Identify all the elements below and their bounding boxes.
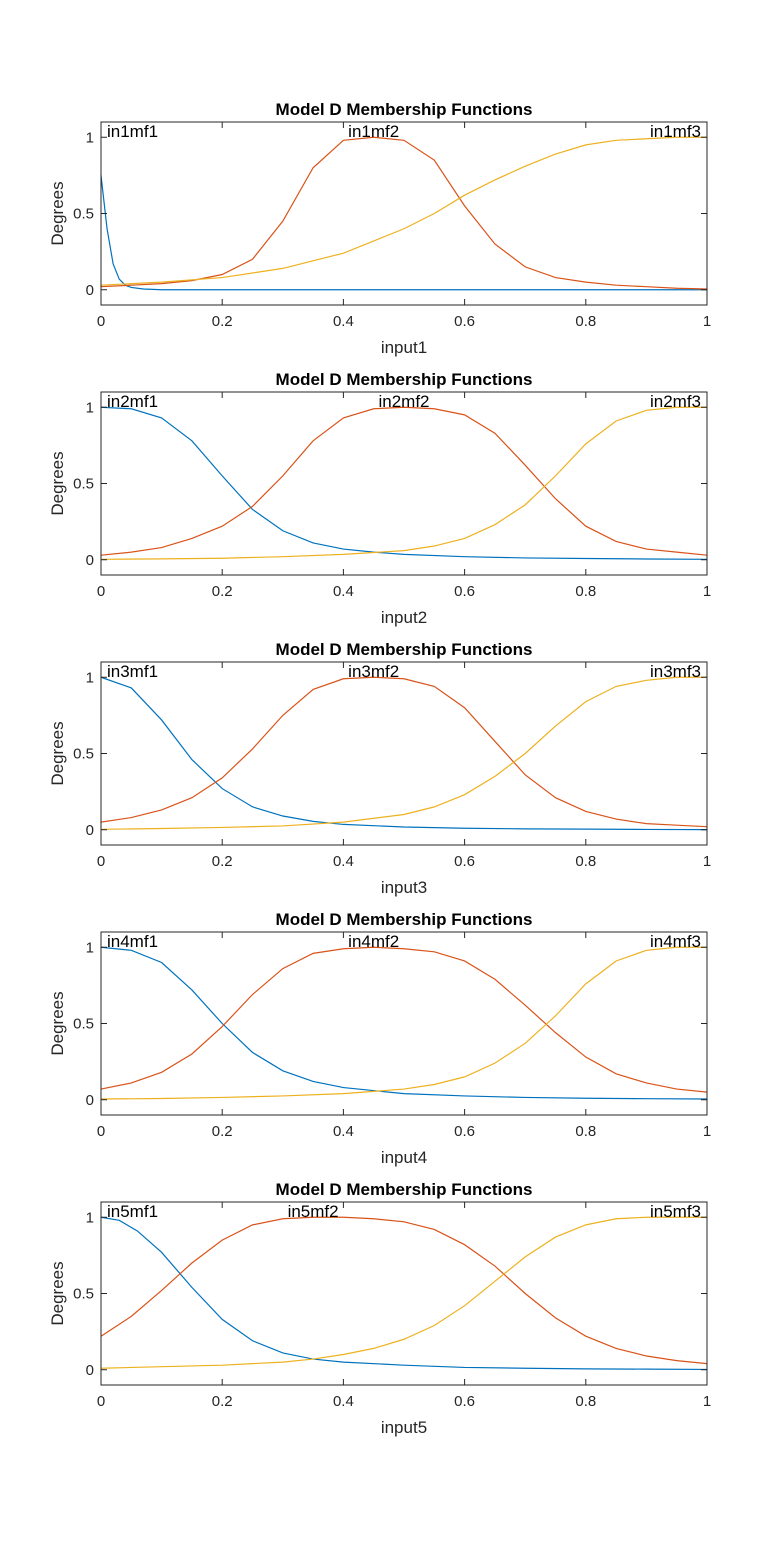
- x-tick-label: 0.6: [454, 1393, 475, 1410]
- y-axis-label: Degrees: [48, 451, 67, 515]
- x-tick-label: 0.8: [575, 1393, 596, 1410]
- mf-label-in4mf2: in4mf2: [348, 932, 399, 951]
- y-axis-label: Degrees: [48, 721, 67, 785]
- x-tick-label: 0: [97, 1123, 105, 1140]
- y-tick-label: 0.5: [73, 746, 94, 763]
- x-tick-label: 0.6: [454, 1123, 475, 1140]
- x-tick-label: 0: [97, 1393, 105, 1410]
- x-tick-label: 0.6: [454, 583, 475, 600]
- series-line-in2mf2: [100, 406, 708, 556]
- y-tick-label: 0: [86, 822, 94, 839]
- y-tick-label: 0: [86, 1362, 94, 1379]
- y-axis-label: Degrees: [48, 1261, 67, 1325]
- y-tick-label: 0: [86, 282, 94, 299]
- mf-label-in1mf2: in1mf2: [348, 122, 399, 141]
- x-tick-label: 0: [97, 583, 105, 600]
- mf-label-in3mf2: in3mf2: [348, 662, 399, 681]
- chart-title: Model D Membership Functions: [276, 640, 533, 659]
- y-tick-label: 0: [86, 552, 94, 569]
- x-tick-label: 0.2: [212, 1123, 233, 1140]
- mf-label-in3mf3: in3mf3: [650, 662, 701, 681]
- chart-title: Model D Membership Functions: [276, 1180, 533, 1199]
- series-line-in4mf2: [100, 946, 708, 1093]
- x-tick-label: 0: [97, 853, 105, 870]
- x-tick-label: 0.8: [575, 313, 596, 330]
- x-tick-label: 0.4: [333, 313, 354, 330]
- series-line-in4mf3: [100, 946, 707, 1100]
- x-tick-label: 0.4: [333, 1393, 354, 1410]
- x-tick-label: 1: [703, 1393, 711, 1410]
- mf-label-in4mf3: in4mf3: [650, 932, 701, 951]
- x-tick-label: 1: [703, 313, 711, 330]
- chart-title: Model D Membership Functions: [276, 910, 533, 929]
- mf-label-in1mf1: in1mf1: [107, 122, 158, 141]
- x-tick-label: 0.4: [333, 853, 354, 870]
- x-tick-label: 0.6: [454, 853, 475, 870]
- x-axis-label: input5: [381, 1418, 427, 1437]
- series-line-in5mf1: [100, 1216, 708, 1371]
- x-axis-label: input1: [381, 338, 427, 357]
- mf-label-in1mf3: in1mf3: [650, 122, 701, 141]
- x-tick-label: 0.4: [333, 1123, 354, 1140]
- series-line-in2mf1: [100, 406, 708, 560]
- x-tick-label: 0.6: [454, 313, 475, 330]
- series-line-in3mf2: [100, 676, 708, 828]
- x-axis-label: input2: [381, 608, 427, 627]
- series-line-in4mf1: [100, 946, 708, 1100]
- x-tick-label: 0.2: [212, 853, 233, 870]
- chart-panel-5: 0 0.2 0.4 0.6 0.8 1 0 0.5 1 Model D Membership Fu…: [48, 1180, 711, 1437]
- y-tick-label: 0.5: [73, 1016, 94, 1033]
- series-line-in3mf1: [100, 676, 708, 831]
- mf-label-in5mf1: in5mf1: [107, 1202, 158, 1221]
- x-tick-label: 0.8: [575, 1123, 596, 1140]
- y-tick-label: 0.5: [73, 1286, 94, 1303]
- chart-panel-4: 0 0.2 0.4 0.6 0.8 1 0 0.5 1 Model D Membership Fu…: [48, 910, 711, 1167]
- y-tick-label: 1: [86, 939, 94, 956]
- y-tick-label: 1: [86, 1209, 94, 1226]
- x-tick-label: 0.8: [575, 583, 596, 600]
- y-tick-label: 0.5: [73, 476, 94, 493]
- series-line-in2mf3: [100, 406, 707, 560]
- mf-label-in2mf2: in2mf2: [378, 392, 429, 411]
- y-tick-label: 1: [86, 129, 94, 146]
- x-axis-label: input3: [381, 878, 427, 897]
- x-tick-label: 0.8: [575, 853, 596, 870]
- chart-title: Model D Membership Functions: [276, 100, 533, 119]
- x-tick-label: 1: [703, 853, 711, 870]
- chart-panel-2: 0 0.2 0.4 0.6 0.8 1 0 0.5 1 Model D Membership Fu…: [48, 370, 711, 627]
- x-tick-label: 0.4: [333, 583, 354, 600]
- mf-label-in3mf1: in3mf1: [107, 662, 158, 681]
- x-tick-label: 0.2: [212, 583, 233, 600]
- x-tick-label: 0: [97, 313, 105, 330]
- series-line-in5mf2: [100, 1216, 708, 1365]
- y-tick-label: 0: [86, 1092, 94, 1109]
- y-tick-label: 1: [86, 669, 94, 686]
- mf-label-in5mf3: in5mf3: [650, 1202, 701, 1221]
- y-tick-label: 1: [86, 399, 94, 416]
- chart-panel-3: 0 0.2 0.4 0.6 0.8 1 0 0.5 1 Model D Membership Fu…: [48, 640, 711, 897]
- series-line-in1mf1: [100, 175, 707, 291]
- x-tick-label: 1: [703, 583, 711, 600]
- mf-label-in2mf1: in2mf1: [107, 392, 158, 411]
- mf-label-in5mf2: in5mf2: [288, 1202, 339, 1221]
- chart-title: Model D Membership Functions: [276, 370, 533, 389]
- x-tick-label: 0.2: [212, 1393, 233, 1410]
- mf-label-in4mf1: in4mf1: [107, 932, 158, 951]
- series-line-in5mf3: [100, 1216, 707, 1369]
- x-tick-label: 1: [703, 1123, 711, 1140]
- chart-panel-1: 0 0.2 0.4 0.6 0.8 1 0 0.5 1 Model D Membership Fu…: [48, 100, 711, 357]
- mf-label-in2mf3: in2mf3: [650, 392, 701, 411]
- y-axis-label: Degrees: [48, 991, 67, 1055]
- y-tick-label: 0.5: [73, 206, 94, 223]
- x-tick-label: 0.2: [212, 313, 233, 330]
- series-line-in1mf3: [100, 136, 707, 286]
- x-axis-label: input4: [381, 1148, 427, 1167]
- series-line-in3mf3: [100, 676, 707, 830]
- y-axis-label: Degrees: [48, 181, 67, 245]
